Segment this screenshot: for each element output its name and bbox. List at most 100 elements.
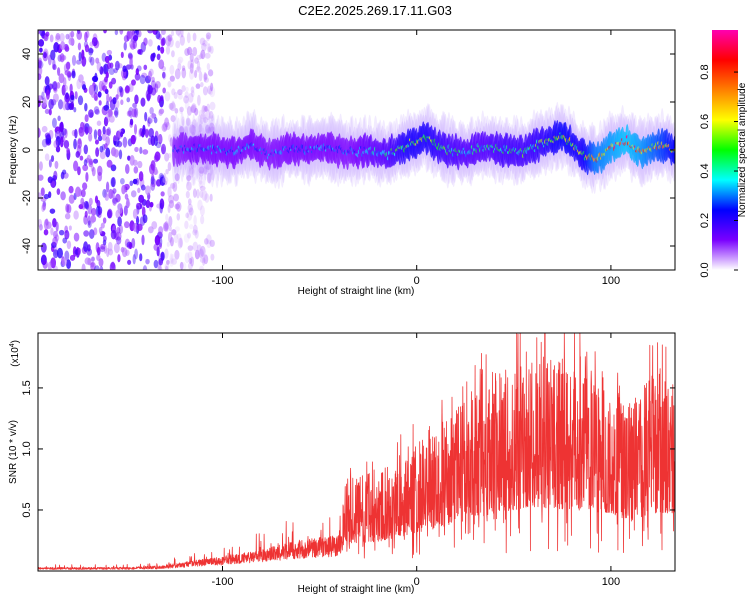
noise-blob	[63, 63, 69, 73]
snr-scale-note: (x104)	[9, 340, 21, 367]
noise-blob	[83, 159, 88, 166]
noise-blob	[61, 257, 68, 266]
noise-blob	[177, 62, 182, 71]
noise-blob	[174, 203, 180, 210]
noise-blob	[38, 73, 42, 81]
noise-blob	[192, 224, 198, 234]
noise-blob	[84, 31, 88, 43]
noise-blob	[203, 73, 208, 80]
noise-blob	[175, 30, 182, 36]
noise-blob	[202, 105, 207, 113]
noise-blob	[171, 50, 175, 58]
noise-blob	[41, 125, 48, 133]
noise-blob	[131, 79, 136, 86]
noise-blob	[145, 185, 151, 196]
noise-blob	[187, 60, 192, 70]
noise-blob	[187, 165, 191, 176]
noise-blob	[144, 128, 150, 137]
noise-blob	[204, 238, 209, 245]
noise-blob	[204, 105, 208, 112]
noise-blob	[78, 74, 84, 83]
noise-blob	[82, 182, 88, 191]
noise-blob	[164, 265, 169, 270]
noise-blob	[199, 37, 206, 46]
noise-blob	[66, 147, 70, 154]
noise-blob	[115, 231, 122, 241]
noise-blob	[168, 199, 175, 209]
noise-blob	[170, 253, 175, 263]
noise-blob	[88, 47, 94, 56]
snr-ylabel: SNR (10 * v/v)	[8, 420, 19, 484]
noise-blob	[204, 193, 210, 203]
noise-blob	[75, 151, 81, 158]
noise-blob	[52, 64, 57, 71]
noise-blob	[69, 83, 73, 94]
noise-blob	[40, 187, 45, 197]
colorbar-tick-label: 0.0	[699, 262, 711, 277]
noise-blob	[181, 262, 187, 270]
snr-ytick-label: 1.0	[21, 441, 33, 456]
noise-blob	[62, 237, 68, 244]
noise-blob	[65, 33, 70, 40]
noise-blob	[201, 190, 208, 201]
noise-blob	[194, 107, 199, 116]
noise-blob	[141, 234, 145, 246]
noise-blob	[73, 160, 79, 172]
noise-blob	[114, 60, 120, 71]
noise-blob	[83, 200, 89, 209]
noise-blob	[168, 216, 173, 227]
noise-blob	[119, 30, 124, 35]
noise-blob	[95, 205, 101, 217]
noise-blob	[106, 127, 112, 137]
noise-blob	[185, 212, 190, 219]
noise-blob	[83, 230, 90, 237]
noise-blob	[92, 158, 99, 164]
noise-blob	[105, 147, 111, 158]
noise-blob	[154, 151, 161, 161]
noise-blob	[137, 49, 142, 55]
noise-blob	[181, 67, 187, 79]
noise-blob	[158, 257, 164, 266]
noise-blob	[88, 56, 93, 63]
noise-blob	[138, 194, 145, 203]
noise-blob	[70, 30, 75, 38]
noise-blob	[203, 71, 207, 83]
noise-blob	[145, 258, 150, 265]
noise-blob	[52, 93, 59, 103]
noise-blob	[88, 229, 95, 239]
noise-blob	[185, 86, 189, 92]
noise-blob	[45, 89, 50, 100]
noise-blob	[121, 247, 128, 258]
noise-blob	[68, 194, 75, 204]
noise-blob	[90, 261, 96, 270]
noise-blob	[177, 56, 184, 64]
noise-blob	[47, 261, 52, 270]
noise-blob	[59, 121, 64, 133]
noise-blob	[102, 239, 107, 246]
noise-blob	[190, 104, 197, 113]
noise-blob	[101, 52, 107, 62]
noise-blob	[56, 82, 61, 89]
noise-blob	[115, 94, 119, 100]
noise-blob	[134, 107, 139, 118]
noise-blob	[48, 98, 54, 110]
noise-blob	[111, 177, 116, 188]
noise-blob	[196, 60, 201, 72]
noise-blob	[147, 116, 151, 127]
noise-blob	[76, 78, 82, 90]
noise-blob	[92, 75, 99, 83]
spectrogram-ytick-label: -40	[21, 238, 33, 254]
noise-blob	[108, 67, 115, 76]
noise-blob	[186, 32, 191, 44]
noise-blob	[197, 162, 204, 170]
noise-blob	[40, 242, 47, 253]
noise-blob	[94, 139, 99, 145]
noise-blob	[162, 87, 166, 94]
noise-blob	[198, 71, 203, 82]
noise-blob	[39, 30, 45, 37]
spectrogram-xtick-label: 0	[414, 275, 420, 287]
noise-blob	[132, 253, 136, 265]
noise-blob	[140, 184, 146, 191]
noise-blob	[208, 122, 215, 132]
noise-blob	[194, 70, 198, 79]
